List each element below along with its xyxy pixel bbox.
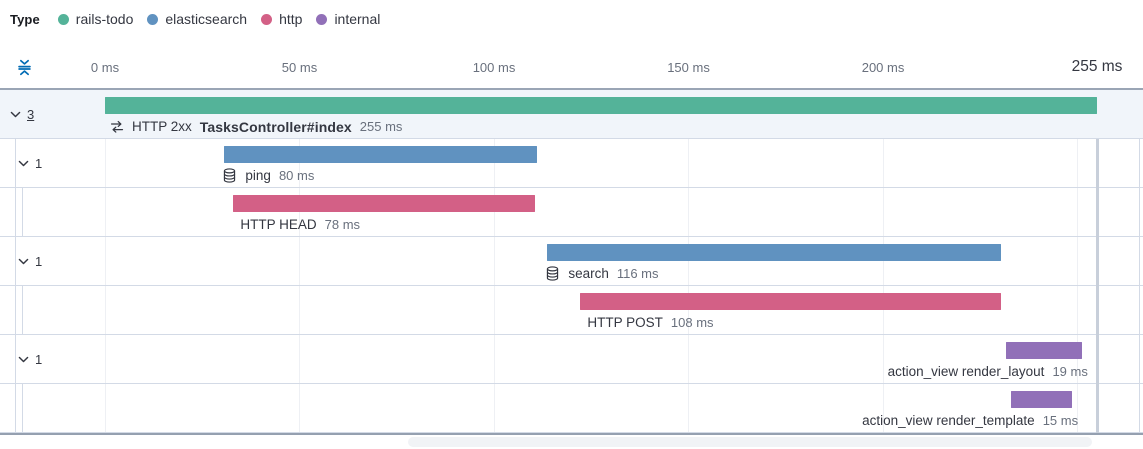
span-label: action_view render_template 15 ms: [862, 411, 1078, 430]
legend-item-elasticsearch: elasticsearch: [147, 11, 247, 27]
child-span-count[interactable]: 1: [35, 351, 43, 367]
merge-icon: [110, 120, 124, 134]
waterfall-row: 1 action_view render_layout 19 ms: [0, 335, 1143, 384]
span-label: HTTP 2xx TasksController#index 255 ms: [110, 117, 402, 136]
waterfall-row: HTTP HEAD 78 ms: [0, 188, 1143, 237]
indent-guide: [22, 384, 23, 433]
toggle-accordion-button[interactable]: 1: [17, 351, 42, 367]
indent-guide: [22, 188, 23, 237]
legend-item-internal: internal: [316, 11, 380, 27]
indent-guide: [15, 139, 16, 433]
type-color-dot: [57, 13, 69, 25]
chart-right-border: [1139, 90, 1140, 433]
axis-tick: 150 ms: [667, 60, 710, 75]
waterfall-bar-internal[interactable]: [1005, 342, 1082, 359]
span-label-title: search: [568, 266, 609, 281]
collapse-all-button[interactable]: [14, 57, 34, 78]
toggle-accordion-button[interactable]: 3: [9, 106, 34, 122]
chevron-down-icon: [17, 353, 30, 366]
legend-title: Type: [10, 11, 40, 27]
waterfall-bar-rails-todo[interactable]: [105, 97, 1097, 114]
span-duration: 19 ms: [1052, 364, 1088, 379]
legend-item-http: http: [261, 11, 302, 27]
legend-item-rails-todo: rails-todo: [57, 11, 134, 27]
child-span-count[interactable]: 3: [27, 106, 35, 122]
span-duration: 255 ms: [359, 119, 403, 134]
waterfall-row: 3 HTTP 2xx TasksController#index 255 ms: [0, 90, 1143, 139]
chevron-down-icon: [9, 108, 22, 121]
span-label: HTTP HEAD 78 ms: [240, 215, 360, 234]
waterfall-chart: 3 HTTP 2xx TasksController#index 255 ms 1 pin…: [0, 88, 1143, 435]
child-span-count[interactable]: 1: [35, 155, 43, 171]
waterfall-bar-elasticsearch[interactable]: [547, 244, 1002, 261]
waterfall-bar-elasticsearch[interactable]: [224, 146, 538, 163]
axis-tick: 50 ms: [281, 60, 318, 75]
database-icon: [222, 168, 237, 183]
span-duration: 78 ms: [324, 217, 361, 232]
span-duration: 80 ms: [278, 168, 315, 183]
trace-end-marker: [1095, 139, 1099, 433]
database-icon: [545, 266, 560, 281]
chevron-down-icon: [17, 157, 30, 170]
span-label: ping 80 ms: [222, 166, 314, 185]
chevron-down-icon: [17, 255, 30, 268]
span-label-title: HTTP POST: [587, 315, 663, 330]
axis-tick: 0 ms: [90, 60, 120, 75]
span-duration: 15 ms: [1042, 413, 1079, 428]
span-label: search 116 ms: [545, 264, 659, 283]
span-duration: 108 ms: [670, 315, 714, 330]
span-label-prefix: HTTP 2xx: [132, 119, 192, 134]
gridline: [493, 90, 495, 433]
fold-icon: [16, 58, 33, 77]
axis-tick: 200 ms: [861, 60, 905, 75]
type-color-dot: [316, 13, 328, 25]
span-label-title: TasksController#index: [199, 118, 352, 135]
gridline: [688, 90, 690, 433]
child-span-count[interactable]: 1: [35, 253, 43, 269]
waterfall-row: 1 ping 80 ms: [0, 139, 1143, 188]
gridline: [882, 90, 884, 433]
toggle-accordion-button[interactable]: 1: [17, 253, 42, 269]
waterfall-row: action_view render_template 15 ms: [0, 384, 1143, 433]
legend-item-label: rails-todo: [75, 11, 134, 27]
span-label-title: ping: [245, 168, 271, 183]
indent-guide: [22, 286, 23, 335]
type-color-dot: [261, 13, 273, 25]
axis-tick: 100 ms: [472, 60, 516, 75]
span-label: action_view render_layout 19 ms: [888, 362, 1088, 381]
horizontal-scrollbar[interactable]: [408, 437, 1092, 447]
span-label-title: action_view render_layout: [887, 364, 1045, 379]
span-label-title: action_view render_template: [862, 413, 1035, 428]
waterfall-row: HTTP POST 108 ms: [0, 286, 1143, 335]
span-label-title: HTTP HEAD: [240, 217, 317, 232]
span-label: HTTP POST 108 ms: [587, 313, 713, 332]
waterfall-bar-internal[interactable]: [1011, 391, 1073, 408]
toggle-accordion-button[interactable]: 1: [17, 155, 42, 171]
span-duration: 116 ms: [616, 266, 659, 281]
legend-item-label: elasticsearch: [165, 11, 248, 27]
gridline: [299, 90, 300, 433]
trace-duration-label: 255 ms: [1071, 58, 1123, 75]
waterfall-bar-http[interactable]: [233, 195, 535, 212]
gridline: [104, 90, 106, 433]
legend-item-label: internal: [334, 11, 381, 27]
waterfall-row: 1 search 116 ms: [0, 237, 1143, 286]
waterfall-bar-http[interactable]: [580, 293, 1002, 310]
legend: Type rails-todo elasticsearch http internal: [10, 9, 394, 29]
legend-item-label: http: [279, 11, 303, 27]
gridline: [1077, 90, 1079, 433]
type-color-dot: [147, 13, 159, 25]
